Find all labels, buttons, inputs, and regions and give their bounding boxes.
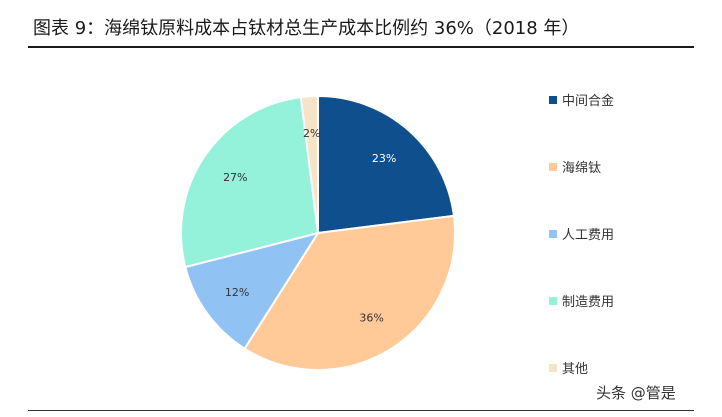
- slice-label-3: 27%: [223, 171, 247, 184]
- legend-swatch-3: [549, 297, 557, 305]
- legend-swatch-0: [549, 96, 557, 104]
- slice-label-4: 2%: [303, 127, 320, 140]
- legend-swatch-2: [549, 230, 557, 238]
- legend-label-1: 海绵钛: [562, 161, 601, 176]
- pie-slice-2: [184, 231, 321, 351]
- legend-label-0: 中间合金: [562, 93, 614, 109]
- pie-slice-3: [180, 95, 320, 269]
- watermark: 头条 @管是: [596, 384, 676, 402]
- footer-rule: [28, 410, 694, 411]
- chart-title: 图表 9：海绵钛原料成本占钛材总生产成本比例约 36%（2018 年）: [33, 18, 580, 39]
- slice-label-2: 12%: [225, 286, 249, 299]
- legend-label-3: 制造费用: [562, 295, 614, 310]
- pie-slice-4: [299, 94, 319, 234]
- legend-label-4: 其他: [562, 362, 588, 377]
- pie-slices: [180, 94, 456, 371]
- slice-label-0: 23%: [372, 152, 396, 165]
- slice-label-1: 36%: [359, 311, 383, 324]
- legend-swatch-4: [549, 364, 557, 372]
- pie-slice-1: [243, 214, 456, 371]
- legend-swatch-1: [549, 163, 557, 171]
- title-rule: [28, 46, 694, 48]
- pie-slice-0: [317, 94, 456, 235]
- pie-slice-labels: 23% 36% 12% 27% 2%: [223, 127, 396, 324]
- legend-label-2: 人工费用: [562, 228, 614, 243]
